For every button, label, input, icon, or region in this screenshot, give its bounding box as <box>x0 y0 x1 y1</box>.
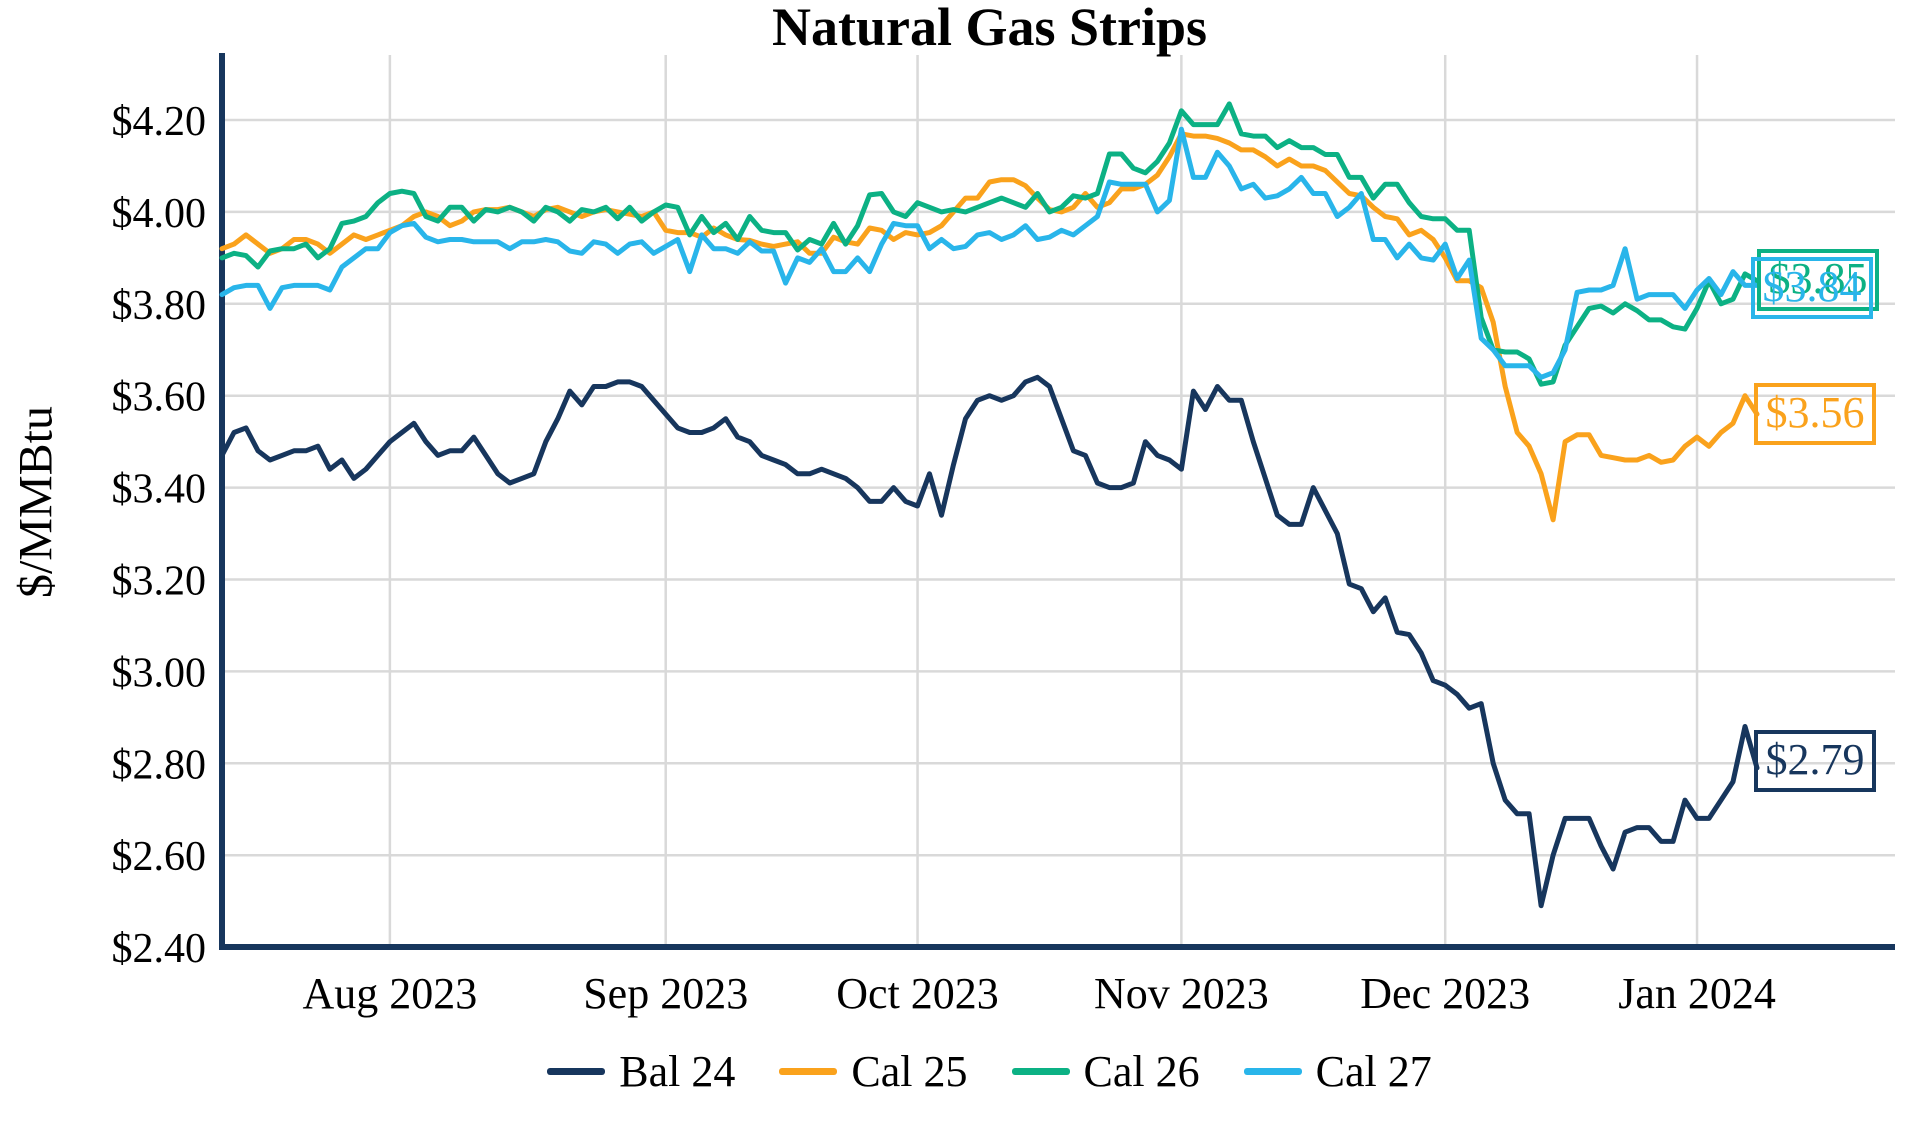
y-tick-label: $3.80 <box>112 283 207 329</box>
x-tick-label: Dec 2023 <box>1360 969 1530 1018</box>
end-label-cal-27: $3.84 <box>1751 257 1873 319</box>
legend-label-cal-27: Cal 27 <box>1315 1047 1432 1096</box>
x-tick-label: Jan 2024 <box>1618 969 1776 1018</box>
y-tick-label: $4.00 <box>112 191 207 237</box>
y-tick-label: $3.00 <box>112 650 207 696</box>
y-tick-label: $3.60 <box>112 375 207 421</box>
x-tick-label: Sep 2023 <box>583 969 748 1018</box>
x-tick-label: Aug 2023 <box>303 969 478 1018</box>
y-tick-label: $3.20 <box>112 559 207 605</box>
series-line-cal-26 <box>219 101 1760 387</box>
legend-label-cal-26: Cal 26 <box>1083 1047 1200 1096</box>
end-label-bal-24: $2.79 <box>1754 730 1876 792</box>
legend-swatch-cal-26 <box>1011 1068 1070 1075</box>
y-tick-label: $2.60 <box>112 834 207 880</box>
x-tick-label: Nov 2023 <box>1094 969 1269 1018</box>
legend-item-cal-25: Cal 25 <box>779 1046 968 1097</box>
y-tick-label: $4.20 <box>112 99 207 145</box>
end-label-cal-25: $3.56 <box>1754 383 1876 445</box>
legend: Bal 24 Cal 25 Cal 26 Cal 27 <box>222 1046 1757 1097</box>
chart-title: Natural Gas Strips <box>771 0 1208 57</box>
end-label-cal-26: $3.85 <box>1757 249 1879 311</box>
x-tick-label: Oct 2023 <box>836 969 999 1018</box>
legend-swatch-cal-25 <box>779 1068 838 1075</box>
series-line-cal-27 <box>219 126 1760 380</box>
series-line-bal-24 <box>219 374 1760 909</box>
legend-item-cal-26: Cal 26 <box>1011 1046 1200 1097</box>
legend-item-bal-24: Bal 24 <box>547 1046 735 1097</box>
y-tick-label: $2.40 <box>112 926 207 972</box>
y-tick-label: $3.40 <box>112 467 207 513</box>
legend-swatch-bal-24 <box>547 1068 606 1075</box>
legend-item-cal-27: Cal 27 <box>1243 1046 1432 1097</box>
legend-swatch-cal-27 <box>1243 1068 1302 1075</box>
legend-label-cal-25: Cal 25 <box>851 1047 968 1096</box>
legend-label-bal-24: Bal 24 <box>619 1047 736 1096</box>
series-line-cal-25 <box>219 131 1760 523</box>
y-tick-label: $2.80 <box>112 742 207 788</box>
